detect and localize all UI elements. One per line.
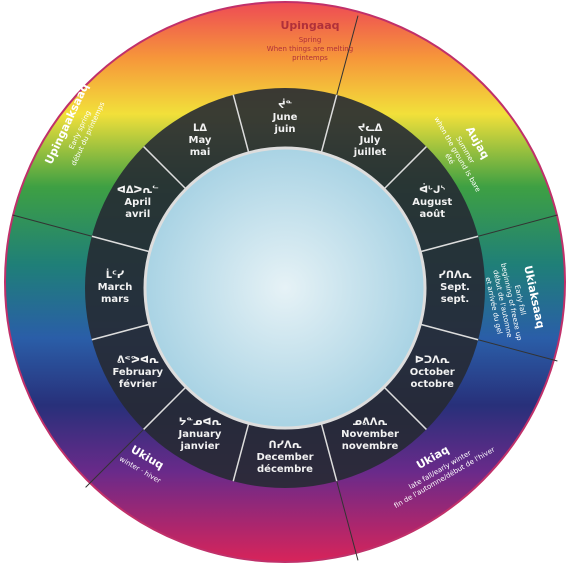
month-english: May	[189, 135, 212, 146]
month-english: April	[124, 197, 151, 208]
month-french: février	[119, 378, 157, 390]
month-syllabics: ᓯᑎᐱᕆ	[439, 270, 472, 281]
month-english: February	[112, 367, 163, 378]
month-french: novembre	[342, 441, 399, 452]
month-syllabics: ᒫᑦᓯ	[106, 267, 124, 281]
month-english: July	[359, 135, 381, 146]
month-french: octobre	[411, 379, 455, 390]
seasonal-wheel: ᒪᐃMaymai ᔫᓐJunejuin ᔪᓚᐃJulyjuillet ᐋᒡᒍᔅAugu…	[0, 0, 570, 563]
month-syllabics: ᑎᓯᐱᕆ	[269, 440, 302, 451]
month-french: décembre	[257, 463, 313, 475]
month-english: March	[98, 282, 133, 293]
month-english: June	[272, 112, 298, 123]
month-syllabics: ᓄᕕᐱᕆ	[353, 417, 388, 428]
month-french: août	[419, 208, 445, 220]
month-english: November	[341, 429, 399, 440]
month-english: August	[412, 197, 452, 208]
month-french: juillet	[353, 147, 387, 158]
month-french: sept.	[441, 294, 469, 305]
month-french: mai	[190, 147, 211, 158]
month-english: December	[256, 452, 313, 463]
month-english: October	[410, 367, 455, 378]
month-english: January	[178, 429, 222, 440]
season-description: When things are melting	[267, 45, 353, 53]
month-syllabics: ᔭᓐᓄᐊᕆ	[179, 417, 222, 428]
season-description: printemps	[292, 54, 328, 62]
month-syllabics: ᐊᐃᐳᕆᓪ	[117, 185, 159, 196]
month-french: juin	[273, 124, 295, 135]
month-syllabics: ᕕᕝᕗᐊᕆ	[117, 355, 159, 366]
month-syllabics: ᐅᑐᐱᕆ	[415, 355, 450, 366]
season-name: Upingaaq	[280, 19, 339, 32]
season-description: Spring	[299, 36, 322, 44]
month-syllabics: ᔪᓚᐃ	[358, 123, 383, 134]
month-english: Sept.	[440, 282, 470, 293]
month-french: janvier	[180, 441, 220, 452]
month-syllabics: ᒪᐃ	[193, 123, 207, 134]
month-french: mars	[101, 294, 129, 305]
inner-circle	[145, 148, 425, 428]
month-syllabics: ᐋᒡᒍᔅ	[419, 182, 445, 196]
month-french: avril	[125, 209, 150, 220]
month-syllabics: ᔫᓐ	[278, 97, 293, 111]
